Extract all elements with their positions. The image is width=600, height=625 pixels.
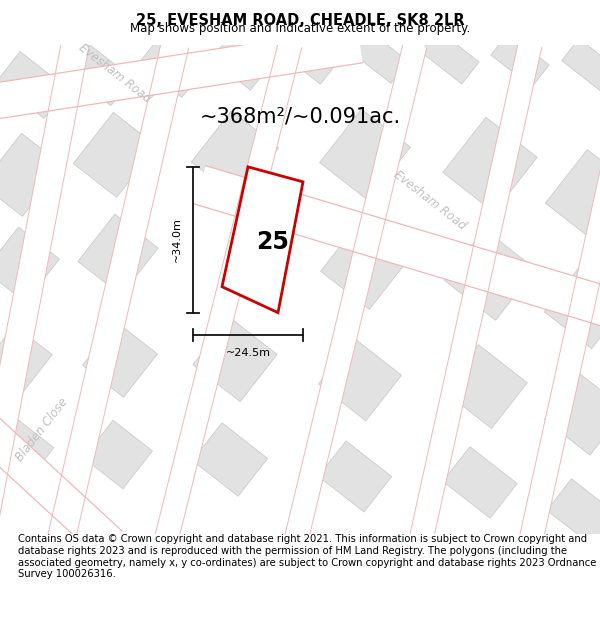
Polygon shape [281,30,339,84]
Text: ~34.0m: ~34.0m [172,217,182,262]
Polygon shape [443,344,527,429]
Polygon shape [139,39,202,98]
Polygon shape [491,33,549,87]
Text: Map shows position and indicative extent of the property.: Map shows position and indicative extent… [130,22,470,35]
Polygon shape [283,42,427,547]
Polygon shape [518,42,600,547]
Polygon shape [83,322,157,398]
Polygon shape [0,28,363,123]
Polygon shape [46,42,188,548]
Polygon shape [193,318,277,402]
Text: 25: 25 [256,230,289,254]
Text: ~368m²/~0.091ac.: ~368m²/~0.091ac. [199,107,401,127]
Polygon shape [154,42,302,548]
Polygon shape [319,338,401,421]
Polygon shape [0,42,89,547]
Text: Evesham Road: Evesham Road [76,41,154,105]
Text: Bladen Close: Bladen Close [13,396,71,464]
Text: ~24.5m: ~24.5m [226,348,271,358]
Polygon shape [318,441,392,512]
Polygon shape [0,411,122,558]
Polygon shape [0,418,54,481]
Polygon shape [562,39,600,91]
Polygon shape [421,30,479,84]
Polygon shape [408,42,542,547]
Polygon shape [0,325,52,394]
Polygon shape [0,133,62,216]
Polygon shape [194,166,600,339]
Text: Evesham Road: Evesham Road [391,168,469,232]
Polygon shape [545,149,600,240]
Polygon shape [0,51,67,118]
Polygon shape [78,214,158,295]
Text: 25, EVESHAM ROAD, CHEADLE, SK8 2LR: 25, EVESHAM ROAD, CHEADLE, SK8 2LR [136,12,464,28]
Polygon shape [445,229,536,320]
Polygon shape [443,118,537,212]
Polygon shape [68,44,133,106]
Polygon shape [352,31,409,83]
Polygon shape [547,479,600,546]
Polygon shape [211,36,269,90]
Text: Contains OS data © Crown copyright and database right 2021. This information is : Contains OS data © Crown copyright and d… [18,534,596,579]
Polygon shape [222,167,303,312]
Polygon shape [544,261,600,349]
Polygon shape [320,109,410,201]
Polygon shape [193,422,268,496]
Polygon shape [73,112,157,198]
Polygon shape [544,374,600,455]
Polygon shape [0,227,59,302]
Polygon shape [443,447,517,518]
Polygon shape [83,420,152,489]
Polygon shape [191,111,278,199]
Polygon shape [320,220,409,309]
